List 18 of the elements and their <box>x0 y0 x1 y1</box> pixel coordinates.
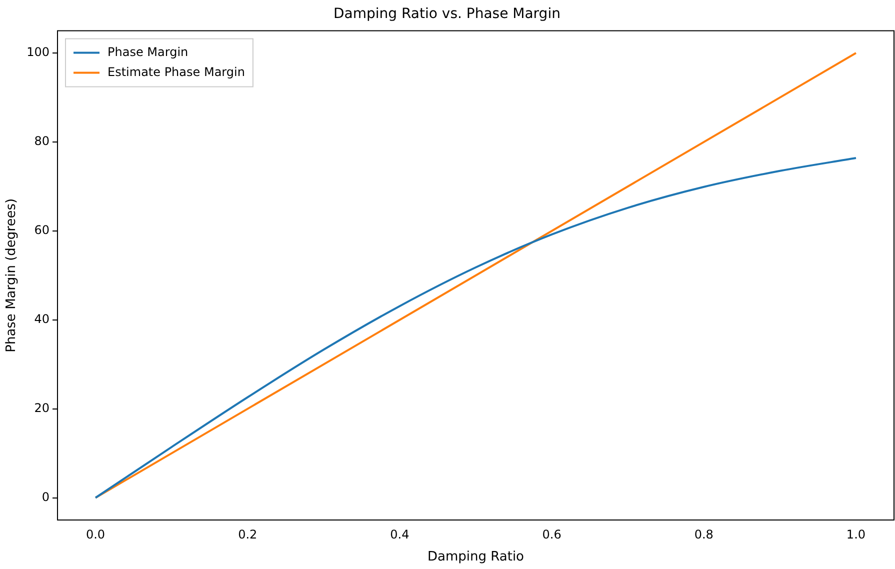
x-tick-label: 0.0 <box>86 527 106 542</box>
x-tick-label: 1.0 <box>846 527 866 542</box>
y-tick-label: 60 <box>34 223 50 238</box>
legend-label: Phase Margin <box>108 44 188 59</box>
legend-label: Estimate Phase Margin <box>108 64 245 79</box>
y-tick-label: 40 <box>34 312 50 326</box>
y-tick-label: 100 <box>26 45 50 60</box>
line-series <box>94 156 857 499</box>
x-axis-title: Damping Ratio <box>427 550 524 565</box>
x-tick-label: 0.2 <box>238 527 258 542</box>
y-tick-label: 0 <box>42 490 50 504</box>
y-tick-label: 20 <box>34 400 50 415</box>
y-axis-title: Phase Margin (degrees) <box>4 198 20 352</box>
y-tick-label: 80 <box>34 134 50 148</box>
x-tick-label: 0.4 <box>390 527 410 542</box>
x-tick-label: 0.8 <box>694 527 714 542</box>
chart-title: Damping Ratio vs. Phase Margin <box>334 6 560 22</box>
x-tick-label: 0.6 <box>542 527 562 542</box>
